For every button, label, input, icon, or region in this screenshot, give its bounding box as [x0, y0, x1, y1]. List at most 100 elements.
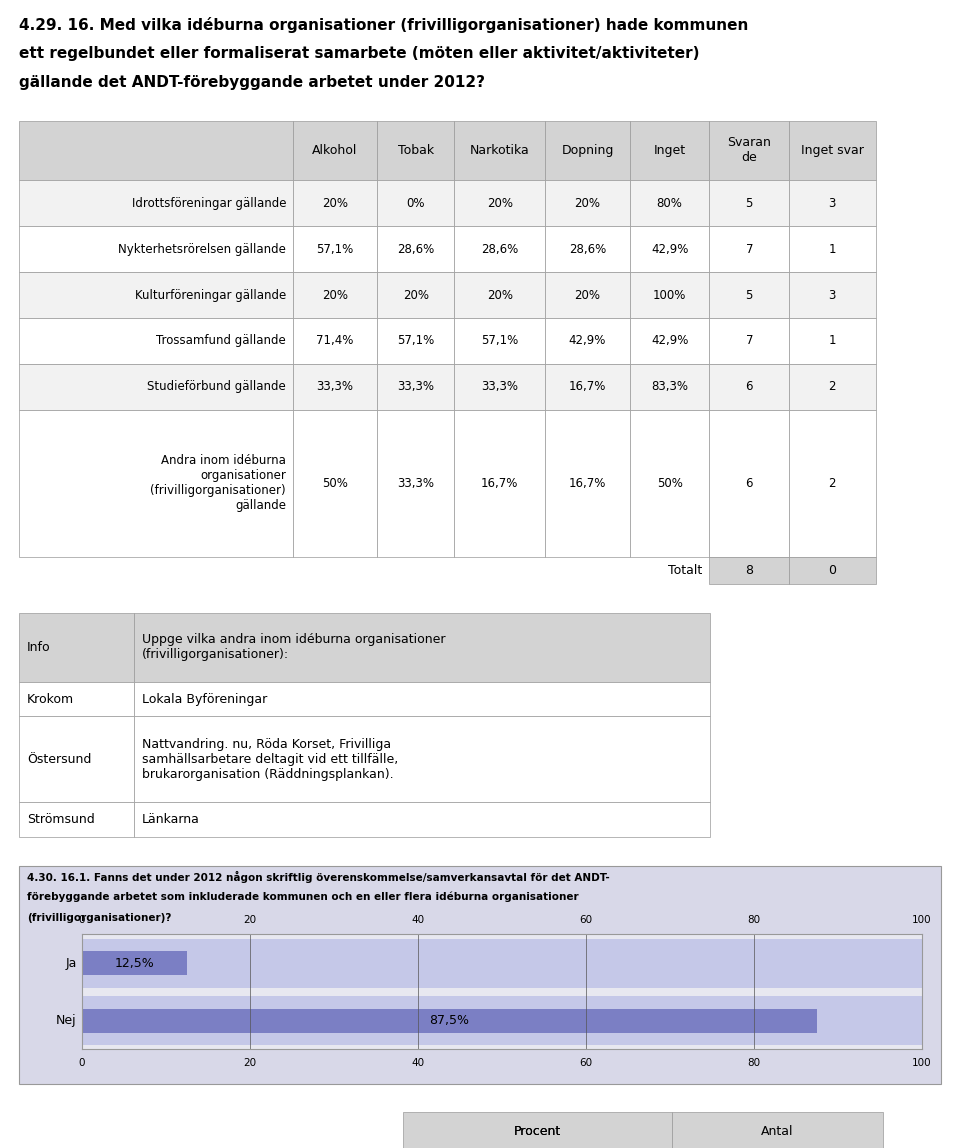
- FancyBboxPatch shape: [19, 866, 941, 1084]
- FancyBboxPatch shape: [134, 682, 710, 716]
- Text: 20%: 20%: [402, 288, 429, 302]
- Text: Trossamfund gällande: Trossamfund gällande: [156, 334, 286, 348]
- FancyBboxPatch shape: [789, 272, 876, 318]
- Text: Info: Info: [27, 641, 51, 654]
- FancyBboxPatch shape: [293, 121, 377, 180]
- Text: Nej: Nej: [57, 1014, 77, 1027]
- FancyBboxPatch shape: [789, 364, 876, 410]
- FancyBboxPatch shape: [789, 180, 876, 226]
- FancyBboxPatch shape: [630, 121, 709, 180]
- Text: Kulturföreningar gällande: Kulturföreningar gällande: [134, 288, 286, 302]
- Text: förebyggande arbetet som inkluderade kommunen och en eller flera idéburna organi: förebyggande arbetet som inkluderade kom…: [27, 892, 579, 902]
- FancyBboxPatch shape: [82, 996, 922, 1045]
- Text: 20: 20: [243, 915, 256, 925]
- Text: 0: 0: [79, 915, 84, 925]
- Text: 5: 5: [746, 288, 753, 302]
- Text: Östersund: Östersund: [27, 753, 91, 766]
- FancyBboxPatch shape: [672, 1112, 883, 1148]
- Text: Länkarna: Länkarna: [142, 813, 200, 827]
- Text: 42,9%: 42,9%: [651, 242, 688, 256]
- Text: 28,6%: 28,6%: [397, 242, 434, 256]
- FancyBboxPatch shape: [789, 557, 876, 584]
- Text: 80: 80: [747, 1058, 760, 1069]
- Text: 6: 6: [746, 380, 753, 394]
- FancyBboxPatch shape: [19, 682, 134, 716]
- Text: 7: 7: [746, 334, 753, 348]
- Text: Antal: Antal: [761, 1125, 794, 1138]
- Text: 87,5%: 87,5%: [429, 1014, 469, 1027]
- Text: 33,3%: 33,3%: [317, 380, 353, 394]
- FancyBboxPatch shape: [293, 272, 377, 318]
- FancyBboxPatch shape: [134, 802, 710, 837]
- FancyBboxPatch shape: [19, 716, 134, 802]
- Text: Alkohol: Alkohol: [312, 144, 358, 157]
- Text: 20%: 20%: [487, 196, 513, 210]
- FancyBboxPatch shape: [377, 180, 454, 226]
- FancyBboxPatch shape: [630, 180, 709, 226]
- Text: Svaran
de: Svaran de: [728, 137, 771, 164]
- Text: 33,3%: 33,3%: [397, 380, 434, 394]
- Text: 40: 40: [411, 915, 424, 925]
- FancyBboxPatch shape: [82, 1009, 817, 1033]
- FancyBboxPatch shape: [134, 613, 710, 682]
- FancyBboxPatch shape: [19, 121, 293, 180]
- Text: 20%: 20%: [574, 288, 601, 302]
- Text: Andra inom idéburna
organisationer
(frivilligorganisationer)
gällande: Andra inom idéburna organisationer (friv…: [151, 455, 286, 512]
- FancyBboxPatch shape: [454, 410, 545, 557]
- Text: 0%: 0%: [406, 196, 425, 210]
- Text: Idrottsföreningar gällande: Idrottsföreningar gällande: [132, 196, 286, 210]
- Text: 16,7%: 16,7%: [569, 476, 606, 490]
- FancyBboxPatch shape: [293, 318, 377, 364]
- FancyBboxPatch shape: [630, 318, 709, 364]
- Text: 57,1%: 57,1%: [397, 334, 434, 348]
- Text: 0: 0: [79, 1058, 84, 1069]
- FancyBboxPatch shape: [630, 410, 709, 557]
- FancyBboxPatch shape: [82, 934, 922, 1049]
- Text: 100: 100: [912, 1058, 931, 1069]
- Text: Inget svar: Inget svar: [801, 144, 864, 157]
- FancyBboxPatch shape: [454, 121, 545, 180]
- FancyBboxPatch shape: [19, 613, 134, 682]
- FancyBboxPatch shape: [19, 364, 293, 410]
- Text: 80%: 80%: [657, 196, 683, 210]
- FancyBboxPatch shape: [377, 364, 454, 410]
- Text: 2: 2: [828, 380, 836, 394]
- FancyBboxPatch shape: [454, 226, 545, 272]
- Text: Totalt: Totalt: [668, 564, 703, 577]
- Text: Nykterhetsrörelsen gällande: Nykterhetsrörelsen gällande: [118, 242, 286, 256]
- FancyBboxPatch shape: [134, 716, 710, 802]
- FancyBboxPatch shape: [630, 364, 709, 410]
- FancyBboxPatch shape: [630, 226, 709, 272]
- FancyBboxPatch shape: [454, 364, 545, 410]
- Text: 4.29. 16. Med vilka idéburna organisationer (frivilligorganisationer) hade kommu: 4.29. 16. Med vilka idéburna organisatio…: [19, 17, 749, 33]
- FancyBboxPatch shape: [377, 318, 454, 364]
- Text: 20%: 20%: [322, 288, 348, 302]
- FancyBboxPatch shape: [19, 272, 293, 318]
- FancyBboxPatch shape: [545, 410, 630, 557]
- FancyBboxPatch shape: [545, 272, 630, 318]
- Text: Dopning: Dopning: [562, 144, 613, 157]
- FancyBboxPatch shape: [377, 272, 454, 318]
- FancyBboxPatch shape: [454, 180, 545, 226]
- Text: 80: 80: [747, 915, 760, 925]
- FancyBboxPatch shape: [789, 226, 876, 272]
- FancyBboxPatch shape: [545, 364, 630, 410]
- Text: Tobak: Tobak: [397, 144, 434, 157]
- FancyBboxPatch shape: [377, 121, 454, 180]
- Text: 57,1%: 57,1%: [317, 242, 353, 256]
- Text: 20%: 20%: [487, 288, 513, 302]
- Text: 20: 20: [243, 1058, 256, 1069]
- FancyBboxPatch shape: [19, 410, 293, 557]
- Text: Nattvandring. nu, Röda Korset, Frivilliga
samhällsarbetare deltagit vid ett till: Nattvandring. nu, Röda Korset, Frivillig…: [142, 738, 398, 781]
- Text: 33,3%: 33,3%: [481, 380, 518, 394]
- FancyBboxPatch shape: [377, 410, 454, 557]
- FancyBboxPatch shape: [545, 180, 630, 226]
- FancyBboxPatch shape: [19, 226, 293, 272]
- FancyBboxPatch shape: [403, 1112, 672, 1148]
- Text: 6: 6: [746, 476, 753, 490]
- FancyBboxPatch shape: [545, 226, 630, 272]
- Text: 57,1%: 57,1%: [481, 334, 518, 348]
- Text: 1: 1: [828, 334, 836, 348]
- Text: 8: 8: [745, 564, 754, 577]
- FancyBboxPatch shape: [709, 557, 789, 584]
